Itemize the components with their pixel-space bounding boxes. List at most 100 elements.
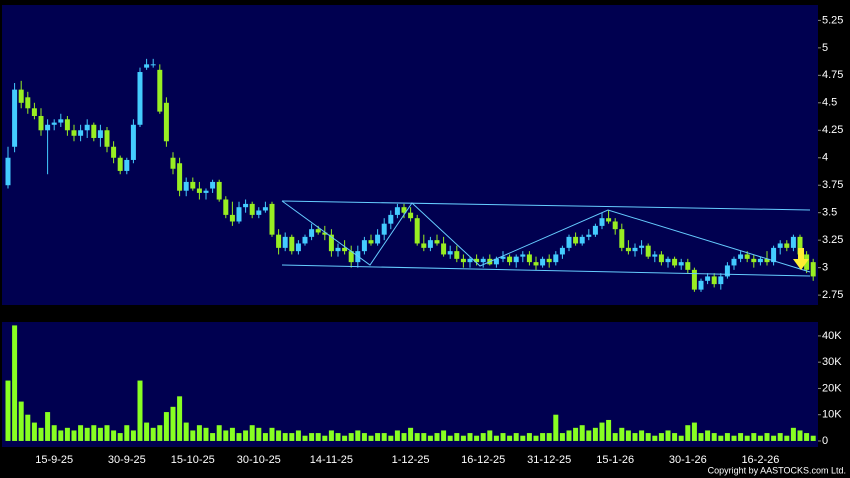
candle-body — [348, 251, 354, 263]
volume-bar — [190, 430, 196, 441]
x-tick-label: 14-11-25 — [310, 454, 353, 466]
volume-bar — [355, 430, 361, 441]
volume-bar — [84, 427, 90, 441]
volume-bar — [447, 435, 453, 441]
x-tick-label: 30-10-25 — [237, 454, 281, 466]
candle-body — [731, 258, 737, 266]
candle-body — [302, 236, 308, 244]
volume-bar — [111, 430, 117, 441]
volume-bar — [751, 433, 757, 441]
y-tick-label: 30K — [822, 356, 842, 368]
volume-bar — [375, 433, 381, 441]
price-panel — [2, 5, 818, 305]
candle-body — [328, 234, 334, 252]
x-tick-label: 15-1-26 — [596, 454, 634, 466]
volume-bar — [25, 414, 31, 441]
volume-bar — [771, 435, 777, 441]
candle-body — [500, 256, 506, 259]
candle-body — [427, 240, 433, 248]
volume-bar — [256, 427, 262, 441]
candle-body — [434, 240, 440, 244]
volume-bar — [124, 425, 130, 441]
volume-bar — [236, 433, 242, 441]
candle-body — [276, 234, 282, 248]
volume-bar — [104, 425, 110, 441]
volume-bar — [599, 422, 605, 441]
volume-bar — [764, 433, 770, 441]
copyright: Copyright by AASTOCKS.com Ltd. — [708, 465, 846, 475]
candle-body — [724, 265, 730, 277]
volume-bar — [467, 433, 473, 441]
volume-bar — [249, 425, 255, 441]
volume-bar — [678, 435, 684, 441]
candle-body — [810, 262, 816, 277]
candle-body — [157, 69, 163, 112]
volume-bar — [309, 433, 315, 441]
volume-bar — [639, 430, 645, 441]
candle-body — [414, 218, 420, 244]
volume-bar — [487, 430, 493, 441]
candle-body — [289, 236, 295, 252]
volume-bar — [177, 396, 183, 441]
volume-bar — [322, 435, 328, 441]
volume-bar — [31, 422, 37, 441]
volume-bar — [388, 435, 394, 441]
volume-bar — [97, 427, 103, 441]
volume-bar — [71, 430, 77, 441]
volume-bar — [546, 433, 552, 441]
volume-bar — [777, 433, 783, 441]
y-tick-label: 40K — [822, 330, 842, 342]
candle-body — [401, 207, 407, 213]
volume-bar — [150, 427, 156, 441]
volume-bar — [368, 435, 374, 441]
candle-body — [784, 243, 790, 248]
candle-body — [368, 240, 374, 244]
candle-body — [685, 262, 691, 270]
volume-bar — [718, 435, 724, 441]
candle-body — [526, 254, 532, 263]
volume-bar — [117, 433, 123, 441]
candle-body — [25, 97, 31, 109]
candle-body — [559, 247, 565, 255]
y-tick-label: 3 — [822, 262, 828, 274]
candle-body — [599, 218, 605, 226]
volume-bar — [731, 435, 737, 441]
volume-bar — [262, 433, 268, 441]
volume-bar — [790, 427, 796, 441]
y-tick-label: 4.5 — [822, 97, 837, 109]
candle-body — [342, 247, 348, 252]
candle-body — [229, 214, 235, 222]
volume-bar — [144, 422, 150, 441]
volume-bar — [493, 435, 499, 441]
volume-bar — [64, 427, 70, 441]
candle-body — [751, 258, 757, 263]
volume-bar — [526, 433, 532, 441]
candle-body — [216, 181, 222, 200]
volume-bar — [434, 433, 440, 441]
y-tick-label: 2.75 — [822, 289, 843, 301]
volume-bar — [757, 435, 763, 441]
volume-bar — [573, 427, 579, 441]
volume-bar — [229, 427, 235, 441]
volume-bar — [533, 435, 539, 441]
candle-body — [375, 234, 381, 244]
volume-bar — [592, 427, 598, 441]
x-tick-label: 16-2-26 — [741, 454, 779, 466]
candle-body — [309, 229, 315, 237]
volume-bar — [441, 430, 447, 441]
volume-bar — [705, 430, 711, 441]
candle-body — [658, 254, 664, 263]
volume-bar — [18, 401, 24, 441]
volume-bar — [566, 430, 572, 441]
volume-bar — [586, 430, 592, 441]
y-tick-label: 20K — [822, 382, 842, 394]
candle-body — [45, 124, 51, 131]
candle-body — [507, 256, 513, 263]
candle-body — [764, 258, 770, 263]
y-tick-label: 3.25 — [822, 234, 843, 246]
volume-bar — [738, 433, 744, 441]
candle-body — [150, 64, 156, 66]
volume-bar — [632, 433, 638, 441]
volume-bar — [282, 433, 288, 441]
volume-bar — [243, 430, 249, 441]
